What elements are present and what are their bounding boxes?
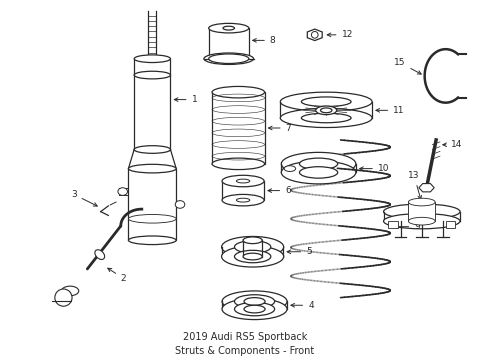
Text: 10: 10 [360,164,390,173]
Ellipse shape [222,291,287,312]
Ellipse shape [222,298,287,320]
Text: 3: 3 [71,190,97,206]
Ellipse shape [244,305,265,313]
Text: 4: 4 [291,301,314,310]
Ellipse shape [221,237,284,257]
Bar [389,221,398,228]
Bar [209,28,249,59]
Text: 2: 2 [108,268,126,283]
Ellipse shape [301,113,351,123]
Ellipse shape [223,26,235,30]
Ellipse shape [243,253,262,260]
Ellipse shape [221,246,284,267]
Ellipse shape [212,158,265,170]
Ellipse shape [235,302,274,316]
Ellipse shape [235,295,274,308]
Ellipse shape [222,175,264,187]
Text: 2019 Audi RS5 Sportback
Struts & Components - Front: 2019 Audi RS5 Sportback Struts & Compone… [175,332,315,356]
Ellipse shape [222,194,264,206]
Bar [134,59,171,149]
Bar [128,168,176,240]
Ellipse shape [134,71,171,79]
Ellipse shape [243,237,262,244]
Ellipse shape [281,152,356,175]
Ellipse shape [236,198,250,202]
Ellipse shape [280,108,372,127]
Text: 5: 5 [287,247,312,256]
Ellipse shape [316,106,337,114]
Ellipse shape [212,86,265,98]
Ellipse shape [384,213,460,229]
Ellipse shape [209,54,249,63]
Text: 15: 15 [394,58,421,74]
Text: 8: 8 [253,36,275,45]
Bar [408,202,435,221]
Bar [212,92,265,164]
Text: 6: 6 [268,186,291,195]
Text: 1: 1 [174,95,197,104]
Ellipse shape [299,167,338,178]
Ellipse shape [236,179,250,183]
Text: 7: 7 [269,123,292,132]
Ellipse shape [408,198,435,206]
Ellipse shape [320,108,332,113]
Ellipse shape [204,53,254,64]
Ellipse shape [209,23,249,33]
Ellipse shape [118,188,127,195]
Ellipse shape [244,298,265,305]
Polygon shape [307,29,322,41]
Ellipse shape [134,146,171,153]
Ellipse shape [235,250,271,263]
Text: 11: 11 [376,106,405,115]
Text: 9: 9 [394,222,420,231]
Ellipse shape [128,215,176,223]
Circle shape [55,289,72,306]
Circle shape [312,31,318,38]
Polygon shape [419,184,434,192]
Ellipse shape [175,201,185,208]
Ellipse shape [408,217,435,225]
Ellipse shape [281,161,356,184]
Ellipse shape [134,55,171,63]
Bar [446,221,455,228]
Bar [222,181,264,200]
Ellipse shape [128,164,176,173]
Text: 13: 13 [408,171,421,199]
Ellipse shape [95,250,105,260]
Ellipse shape [301,97,351,107]
Text: 14: 14 [443,140,463,149]
Text: 12: 12 [327,30,353,39]
Ellipse shape [62,286,79,296]
Ellipse shape [235,241,271,253]
Ellipse shape [299,158,338,170]
Ellipse shape [384,204,460,219]
Ellipse shape [284,166,295,171]
Ellipse shape [128,236,176,244]
Ellipse shape [280,92,372,111]
